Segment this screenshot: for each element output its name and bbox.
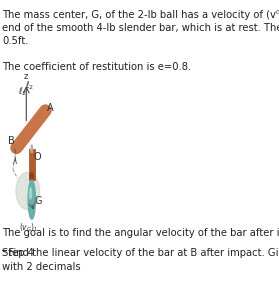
Ellipse shape — [16, 172, 40, 210]
Text: The mass center, G, of the 2-lb ball has a velocity of (vᴳ)₁ = 5 ft/s when it st: The mass center, G, of the 2-lb ball has… — [2, 10, 279, 46]
Text: : Find the linear velocity of the bar at B after impact. Give your answer in ft/: : Find the linear velocity of the bar at… — [2, 249, 279, 272]
Text: The coefficient of restitution is e=0.8.: The coefficient of restitution is e=0.8. — [2, 62, 191, 72]
Text: B: B — [8, 136, 14, 146]
Text: The goal is to find the angular velocity of the bar after impact.: The goal is to find the angular velocity… — [2, 228, 279, 238]
Text: $\ell_2$: $\ell_2$ — [25, 79, 34, 92]
Text: G: G — [35, 196, 42, 206]
Text: $\lambda$: $\lambda$ — [12, 155, 18, 166]
Circle shape — [28, 180, 35, 219]
Ellipse shape — [30, 173, 33, 181]
Circle shape — [30, 188, 32, 199]
Text: O: O — [34, 153, 41, 162]
Circle shape — [31, 145, 32, 153]
Text: Step 4: Step 4 — [2, 249, 34, 258]
Text: $(v_G)_1$: $(v_G)_1$ — [19, 221, 39, 234]
Text: z: z — [23, 72, 28, 81]
Text: A: A — [47, 103, 54, 113]
Text: $\ell_2$: $\ell_2$ — [18, 85, 27, 98]
